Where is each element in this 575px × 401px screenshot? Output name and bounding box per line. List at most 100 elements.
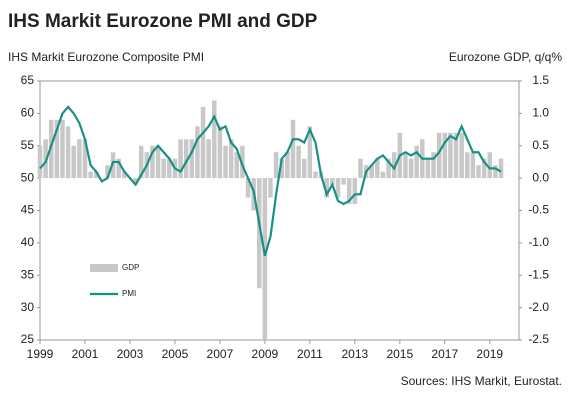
y-tick-label: 60 (21, 106, 35, 120)
bar (122, 171, 127, 179)
bar (65, 126, 71, 179)
bar (408, 158, 414, 179)
bar (380, 171, 386, 179)
y2-tick-label: 0.0 (532, 170, 549, 184)
x-tick-label: 2007 (207, 347, 234, 361)
bar (155, 145, 161, 179)
bar (189, 139, 195, 179)
y2-tick-label: -1.0 (528, 235, 549, 249)
y-tick-label: 40 (21, 235, 35, 249)
line (39, 105, 502, 257)
x-tick-label: 2017 (431, 347, 458, 361)
bar (369, 165, 374, 179)
bar (228, 139, 234, 179)
bar (498, 158, 504, 179)
y2-tick-label: -2.0 (528, 300, 549, 314)
bar (290, 119, 296, 179)
bar (167, 158, 172, 179)
bar (403, 152, 408, 179)
bar (341, 178, 346, 185)
x-tick-label: 2003 (117, 347, 144, 361)
bar (206, 139, 211, 179)
bar (138, 145, 144, 179)
bar (257, 178, 262, 289)
bar (161, 158, 166, 179)
bar (296, 145, 301, 179)
bar (200, 106, 206, 179)
source: Sources: IHS Markit, Eurostat. (401, 374, 562, 388)
bar (352, 178, 358, 205)
bar (60, 119, 65, 179)
bar (234, 152, 240, 179)
bar (307, 126, 313, 179)
y2-tick-label: -2.5 (528, 332, 549, 346)
bar (183, 139, 189, 179)
bar (436, 132, 442, 179)
bar (93, 171, 99, 179)
bar (386, 158, 391, 179)
x-tick-label: 2005 (162, 347, 189, 361)
bar (285, 152, 290, 179)
bar (71, 145, 76, 179)
legend-label: GDP (122, 263, 139, 272)
y-tick-label: 50 (21, 170, 35, 184)
bar (212, 100, 217, 179)
y-tick-label: 25 (21, 332, 35, 346)
bar (37, 145, 43, 179)
bar (476, 165, 481, 179)
bar (301, 158, 307, 179)
bar (223, 145, 228, 179)
x-tick-label: 2001 (72, 347, 99, 361)
bar (459, 132, 464, 179)
y2-tick-label: 1.0 (532, 106, 549, 120)
y2-tick-label: 0.5 (532, 138, 549, 152)
x-tick-label: 2013 (341, 347, 368, 361)
bar (335, 178, 341, 198)
bar (262, 178, 268, 340)
y2-tick-label: -0.5 (528, 203, 549, 217)
x-tick-label: 1999 (27, 347, 54, 361)
bar (82, 139, 88, 179)
bar (470, 152, 476, 179)
bar (375, 158, 380, 179)
bar (493, 165, 498, 179)
y-tick-label: 30 (21, 300, 35, 314)
bar (116, 158, 121, 179)
bar (465, 152, 470, 179)
bar (268, 178, 273, 198)
chart-title: IHS Markit Eurozone PMI and GDP (8, 11, 318, 32)
bar (54, 119, 60, 179)
y-tick-label: 55 (21, 138, 35, 152)
bar (431, 152, 436, 179)
bar (324, 178, 329, 198)
bar (313, 171, 318, 179)
bar (448, 132, 453, 179)
bar (425, 158, 431, 179)
y-tick-label: 65 (21, 73, 35, 87)
bar (358, 158, 363, 179)
bar (414, 145, 419, 179)
y2-axis-label: Eurozone GDP, q/q% (449, 50, 563, 64)
bar (105, 165, 110, 179)
bar (330, 178, 335, 185)
bar (346, 178, 352, 205)
bar (217, 126, 223, 179)
bar (133, 178, 138, 185)
plot-frame (39, 80, 520, 341)
bar (245, 178, 251, 198)
bar (88, 171, 93, 179)
bar (273, 152, 279, 179)
x-tick-label: 2009 (252, 347, 279, 361)
bar (481, 158, 487, 179)
y-tick-label: 45 (21, 203, 35, 217)
bar (77, 139, 82, 179)
y2-tick-label: -1.5 (528, 267, 549, 281)
x-tick-label: 2011 (297, 347, 323, 361)
x-tick-label: 2019 (476, 347, 503, 361)
bar (391, 152, 397, 179)
bar (279, 158, 284, 179)
bar (150, 145, 155, 179)
bar (453, 132, 459, 179)
y-tick-label: 35 (21, 267, 35, 281)
legend-label: PMI (122, 289, 136, 298)
